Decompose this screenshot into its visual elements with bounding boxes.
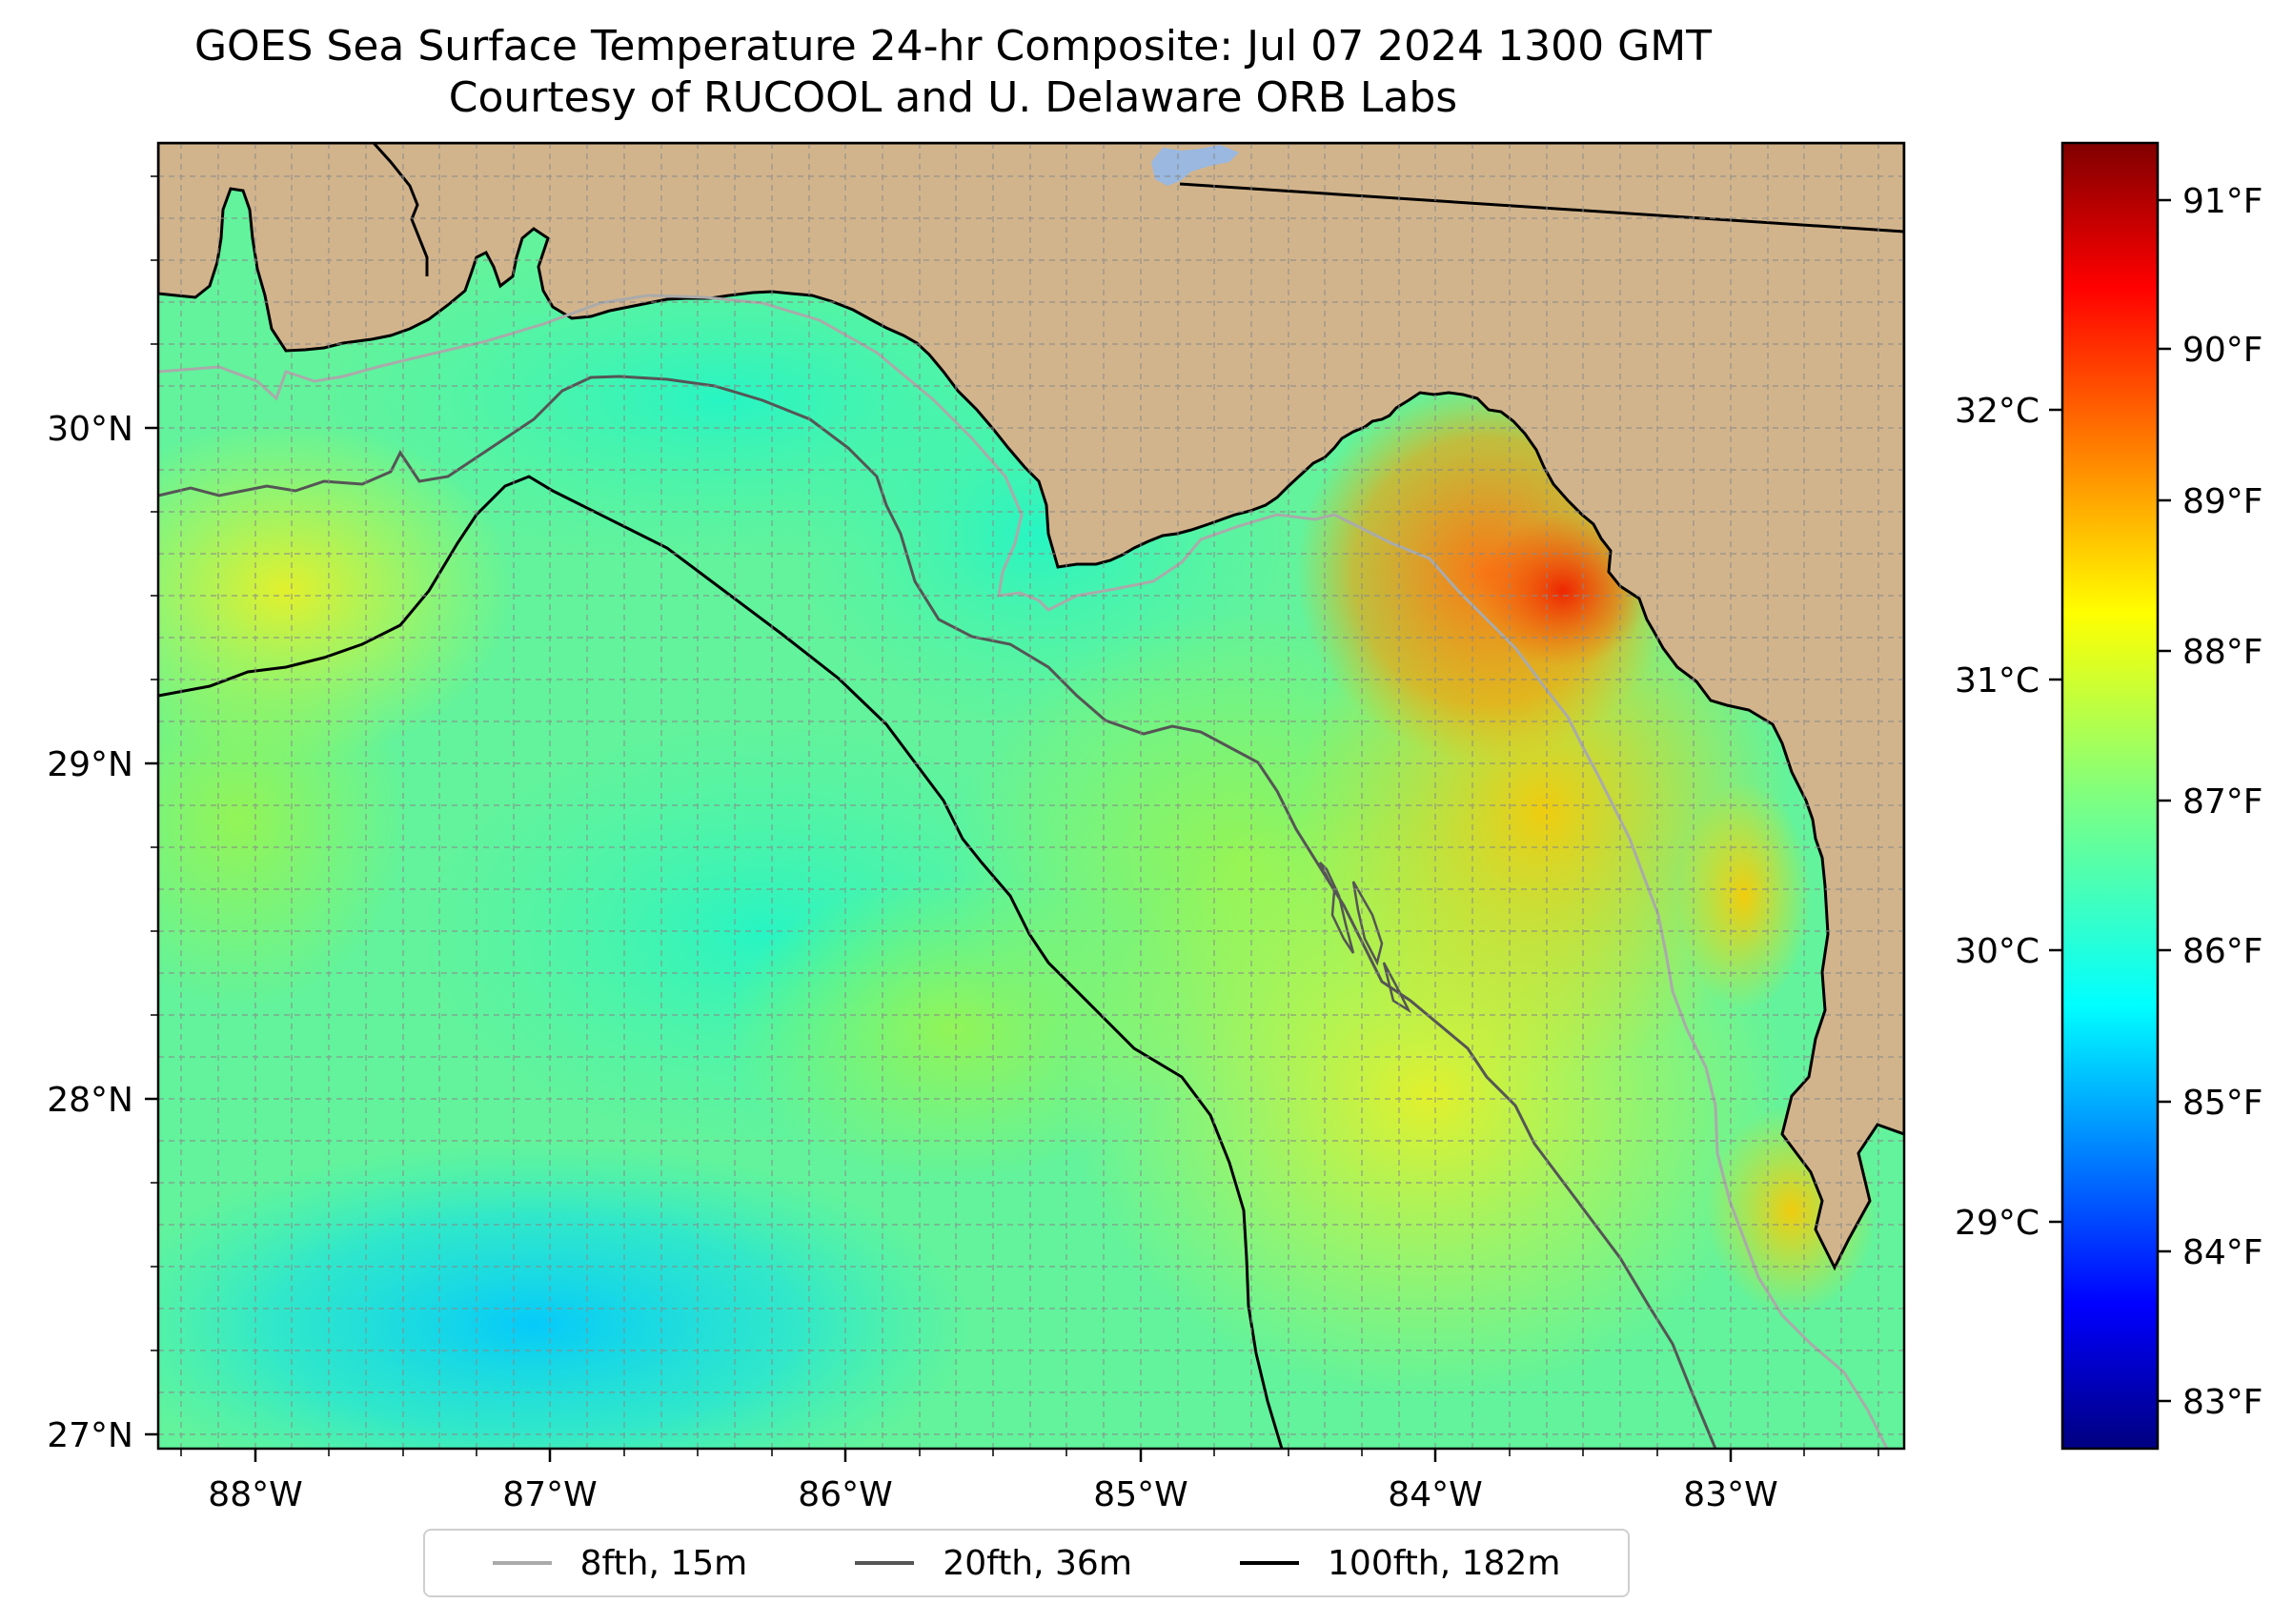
lon-label-88w: 88°W (208, 1475, 302, 1514)
sst-cool-region (158, 1144, 972, 1449)
map-frame (156, 141, 1906, 1451)
colorbar-label-91f: 91°F (2182, 182, 2263, 221)
colorbar-celsius-labels: 32°C 31°C 30°C 29°C (1955, 392, 2039, 1243)
colorbar-label-86f: 86°F (2182, 932, 2263, 971)
legend-item-8fth: 8fth, 15m (492, 1543, 748, 1583)
legend-swatch-8fth (492, 1561, 552, 1565)
contour-100fth (158, 475, 1284, 1449)
state-border-ga-fl (1179, 182, 1904, 233)
colorbar-label-83f: 83°F (2182, 1383, 2263, 1422)
legend-item-20fth: 20fth, 36m (855, 1544, 1132, 1583)
colorbar-label-88f: 88°F (2182, 633, 2263, 672)
lat-label-28n: 28°N (47, 1081, 133, 1120)
colorbar-gradient (2060, 141, 2160, 1451)
legend-label-8fth: 8fth, 15m (579, 1543, 748, 1583)
lon-minor-ticks (180, 1449, 1879, 1456)
lat-label-27n: 27°N (47, 1416, 133, 1455)
lon-label-86w: 86°W (798, 1475, 892, 1514)
colorbar-celsius-ticks (2049, 408, 2062, 1224)
land-mass (158, 143, 1904, 1271)
map-area (158, 143, 1904, 1449)
contour-island-3 (1382, 962, 1412, 1014)
contour-island-2 (1351, 881, 1384, 966)
contour-legend: 8fth, 15m 20fth, 36m 100fth, 182m (423, 1529, 1630, 1597)
lon-label-85w: 85°W (1093, 1475, 1187, 1514)
colorbar-label-31c: 31°C (1955, 661, 2039, 700)
lat-minor-ticks (151, 175, 158, 1351)
legend-swatch-100fth (1240, 1561, 1300, 1565)
lake (1151, 145, 1239, 186)
lon-ticks (254, 1449, 1733, 1462)
lon-label-84w: 84°W (1388, 1475, 1482, 1514)
colorbar-label-32c: 32°C (1955, 392, 2039, 431)
lon-label-83w: 83°W (1683, 1475, 1777, 1514)
contour-8fth (158, 294, 1889, 1449)
lon-tick-labels: 88°W 87°W 86°W 85°W 84°W 83°W (208, 1475, 1777, 1514)
colorbar-label-29c: 29°C (1955, 1204, 2039, 1243)
colorbar: 32°C 31°C 30°C 29°C 91°F 90°F 89°F (1955, 141, 2263, 1451)
colorbar-label-84f: 84°F (2182, 1233, 2263, 1272)
lat-label-30n: 30°N (47, 410, 133, 449)
contour-20fth (158, 375, 1717, 1449)
lon-label-87w: 87°W (502, 1475, 597, 1514)
sst-hotspot (1477, 515, 1649, 667)
sst-amber-coast (1677, 782, 1811, 1010)
colorbar-label-89f: 89°F (2182, 482, 2263, 521)
map-title: GOES Sea Surface Temperature 24-hr Compo… (193, 22, 1713, 71)
legend-label-20fth: 20fth, 36m (943, 1543, 1132, 1583)
contour-island-1 (1318, 862, 1355, 954)
legend-label-100fth: 100fth, 182m (1328, 1543, 1561, 1583)
title-block: GOES Sea Surface Temperature 24-hr Compo… (0, 21, 1906, 124)
gridlines (158, 143, 1904, 1449)
lat-ticks (145, 426, 158, 1436)
state-border-al-fl (372, 143, 429, 276)
colorbar-fahrenheit-labels: 91°F 90°F 89°F 88°F 87°F 86°F 85°F 84°F … (2182, 182, 2263, 1422)
lat-tick-labels: 30°N 29°N 28°N 27°N (47, 410, 133, 1455)
colorbar-label-85f: 85°F (2182, 1084, 2263, 1123)
colorbar-label-87f: 87°F (2182, 782, 2263, 822)
legend-item-100fth: 100fth, 182m (1240, 1544, 1560, 1583)
colorbar-label-30c: 30°C (1955, 932, 2039, 971)
colorbar-fahrenheit-ticks (2158, 198, 2171, 1403)
colorbar-label-90f: 90°F (2182, 331, 2263, 370)
lat-label-29n: 29°N (47, 745, 133, 784)
map-subtitle: Courtesy of RUCOOL and U. Delaware ORB L… (448, 73, 1458, 122)
legend-swatch-20fth (855, 1561, 915, 1565)
sst-green-west (158, 629, 410, 1010)
